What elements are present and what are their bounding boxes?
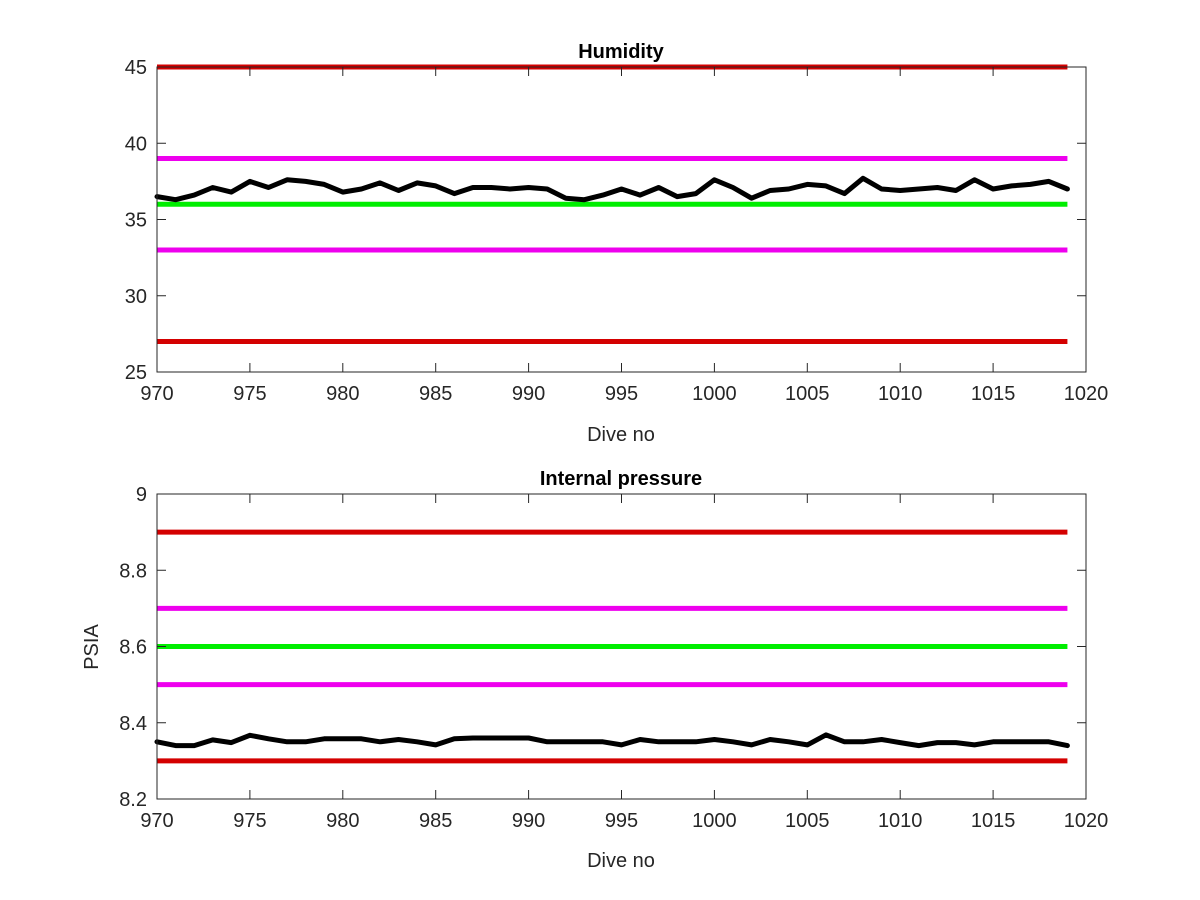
x-tick-label: 970 [140, 810, 173, 832]
limit-lines [157, 529, 1068, 764]
y-tick-label: 8.8 [119, 560, 147, 582]
y-tick-label: 40 [125, 133, 147, 155]
y-tick-label: 30 [125, 286, 147, 308]
data-series [154, 175, 1070, 203]
humidity-chart: Humidity 970 975 980 985 990 995 1000 1005 1010 1… [125, 41, 1109, 446]
y-tick-label: 9 [136, 484, 147, 506]
x-axis: 970 975 980 985 990 995 1000 1005 1010 1015 1020 [140, 67, 1108, 405]
x-tick-label: 990 [512, 383, 545, 405]
x-axis-label: Dive no [587, 850, 655, 872]
data-series [154, 732, 1070, 749]
y-tick-label: 8.4 [119, 713, 147, 735]
chart-title: Internal pressure [540, 468, 702, 490]
y-tick-label: 8.6 [119, 637, 147, 659]
y-tick-label: 35 [125, 210, 147, 232]
x-axis: 970 975 980 985 990 995 1000 1005 1010 1015 1020 [140, 494, 1108, 832]
x-tick-label: 980 [326, 383, 359, 405]
x-tick-label: 985 [419, 810, 452, 832]
x-tick-label: 1015 [971, 383, 1016, 405]
x-tick-label: 1020 [1064, 383, 1109, 405]
chart-title: Humidity [578, 41, 664, 63]
x-axis-label: Dive no [587, 424, 655, 446]
x-tick-label: 995 [605, 810, 638, 832]
y-tick-label: 8.2 [119, 789, 147, 811]
x-tick-label: 970 [140, 383, 173, 405]
x-tick-label: 980 [326, 810, 359, 832]
y-axis-label: PSIA [81, 624, 103, 670]
series-line [154, 175, 1070, 203]
x-tick-label: 975 [233, 383, 266, 405]
x-tick-label: 1015 [971, 810, 1016, 832]
internal-pressure-chart: Internal pressure 970 975 980 985 990 995 1000… [81, 468, 1108, 872]
y-axis: 25 30 35 40 45 [125, 57, 1086, 384]
y-axis: 8.2 8.4 8.6 8.8 9 [119, 484, 1086, 811]
x-tick-label: 1005 [785, 383, 830, 405]
x-tick-label: 1000 [692, 383, 737, 405]
y-tick-label: 25 [125, 362, 147, 384]
x-tick-label: 1010 [878, 383, 923, 405]
x-tick-label: 1010 [878, 810, 923, 832]
y-tick-label: 45 [125, 57, 147, 79]
series-line [154, 732, 1070, 749]
x-tick-label: 1000 [692, 810, 737, 832]
x-tick-label: 1005 [785, 810, 830, 832]
x-tick-label: 1020 [1064, 810, 1109, 832]
x-tick-label: 990 [512, 810, 545, 832]
x-tick-label: 975 [233, 810, 266, 832]
x-tick-label: 995 [605, 383, 638, 405]
x-tick-label: 985 [419, 383, 452, 405]
